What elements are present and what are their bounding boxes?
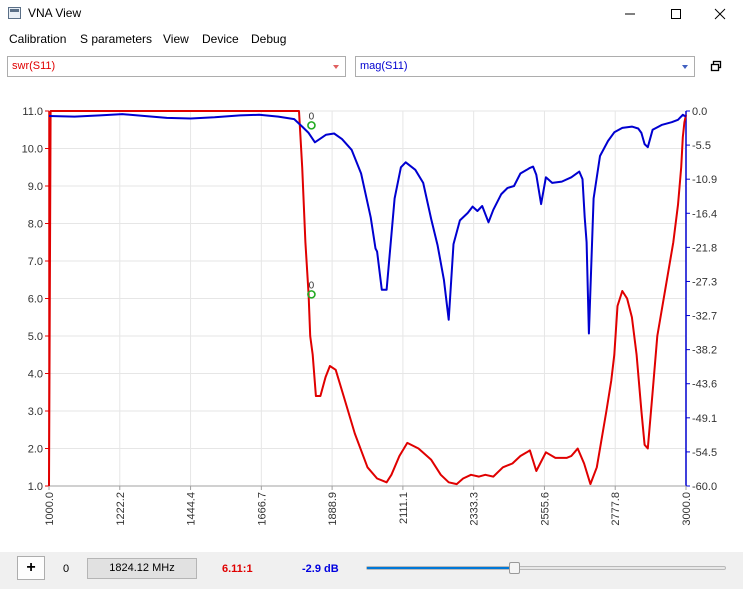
left-tick-label: 6.0 <box>28 294 43 306</box>
maximize-icon <box>671 9 681 19</box>
left-tick-label: 4.0 <box>28 369 43 381</box>
vna-chart[interactable]: 11.0 10.0 9.0 8.0 7.0 6.0 5.0 4.0 3.0 2.0 1.0 0.0 -5… <box>0 84 743 544</box>
right-tick-label: -43.6 <box>692 379 717 391</box>
minimize-button[interactable] <box>607 0 653 28</box>
left-tick-label: 11.0 <box>22 106 43 118</box>
left-tick-label: 2.0 <box>28 444 43 456</box>
right-tick-label: -38.2 <box>692 345 717 357</box>
marker-point[interactable] <box>307 290 316 299</box>
right-tick-label: -27.3 <box>692 276 717 288</box>
right-tick-label: -10.9 <box>692 174 717 186</box>
x-tick-label: 1000.0 <box>44 492 56 526</box>
title-bar: VNA View <box>0 0 743 28</box>
chart-series <box>48 110 687 487</box>
minimize-icon <box>625 13 635 15</box>
right-tick-label: -54.5 <box>692 447 717 459</box>
close-icon <box>714 8 726 20</box>
marker-point[interactable] <box>307 121 316 130</box>
marker-db-value: -2.9 dB <box>302 563 339 575</box>
chart-markers[interactable]: 00 <box>307 111 316 299</box>
chart-axes: 11.0 10.0 9.0 8.0 7.0 6.0 5.0 4.0 3.0 2.0 1.0 0.0 -5… <box>22 106 718 526</box>
x-tick-label: 2111.1 <box>398 492 410 524</box>
right-tick-label: 0.0 <box>692 106 707 118</box>
marker-slider-track[interactable] <box>366 566 726 570</box>
marker-label: 0 <box>309 111 315 122</box>
window-title: VNA View <box>28 6 82 20</box>
right-tick-label: -5.5 <box>692 140 711 152</box>
right-tick-label: -16.4 <box>692 208 717 220</box>
undock-icon <box>710 60 722 72</box>
left-trace-select[interactable]: swr(S11) <box>7 56 346 77</box>
right-trace-select[interactable]: mag(S11) <box>355 56 695 77</box>
undock-button[interactable] <box>707 57 725 75</box>
right-tick-label: -49.1 <box>692 413 717 425</box>
left-tick-label: 5.0 <box>28 331 43 343</box>
menu-debug[interactable]: Debug <box>251 32 287 46</box>
x-tick-label: 1222.2 <box>115 492 127 526</box>
marker-label: 0 <box>309 280 315 291</box>
marker-slider-fill <box>367 567 514 569</box>
menu-bar: Calibration S parameters View Device Deb… <box>0 29 743 49</box>
left-tick-label: 7.0 <box>28 256 43 268</box>
chevron-down-icon <box>333 65 339 69</box>
mag-trace <box>48 113 687 335</box>
marker-index: 0 <box>63 563 70 575</box>
x-tick-label: 2333.3 <box>469 492 481 526</box>
maximize-button[interactable] <box>653 0 699 28</box>
menu-device[interactable]: Device <box>202 32 239 46</box>
left-tick-label: 9.0 <box>28 181 43 193</box>
x-tick-label: 1666.7 <box>256 492 268 526</box>
add-marker-button[interactable]: + <box>17 556 45 580</box>
menu-calibration[interactable]: Calibration <box>9 32 67 46</box>
menu-view[interactable]: View <box>163 32 189 46</box>
marker-slider-handle[interactable] <box>508 562 520 574</box>
menu-s-parameters[interactable]: S parameters <box>80 32 153 46</box>
right-tick-label: -21.8 <box>692 242 717 254</box>
left-tick-label: 10.0 <box>22 144 43 156</box>
right-trace-value: mag(S11) <box>360 60 408 72</box>
close-button[interactable] <box>697 0 743 28</box>
app-window-icon <box>8 7 21 19</box>
x-tick-label: 1444.4 <box>186 492 198 526</box>
x-tick-label: 1888.9 <box>327 492 339 526</box>
right-tick-label: -32.7 <box>692 311 717 323</box>
left-tick-label: 3.0 <box>28 406 43 418</box>
swr-trace <box>48 110 687 487</box>
left-tick-label: 8.0 <box>28 219 43 231</box>
marker-swr-value: 6.11:1 <box>222 563 253 575</box>
x-tick-label: 3000.0 <box>681 492 693 526</box>
marker-frequency-field[interactable]: 1824.12 MHz <box>87 558 197 579</box>
x-tick-label: 2555.6 <box>539 492 551 526</box>
chevron-down-icon <box>682 65 688 69</box>
left-trace-value: swr(S11) <box>12 60 56 72</box>
left-tick-label: 1.0 <box>28 481 43 493</box>
x-tick-label: 2777.8 <box>610 492 622 526</box>
right-tick-label: -60.0 <box>692 481 717 493</box>
